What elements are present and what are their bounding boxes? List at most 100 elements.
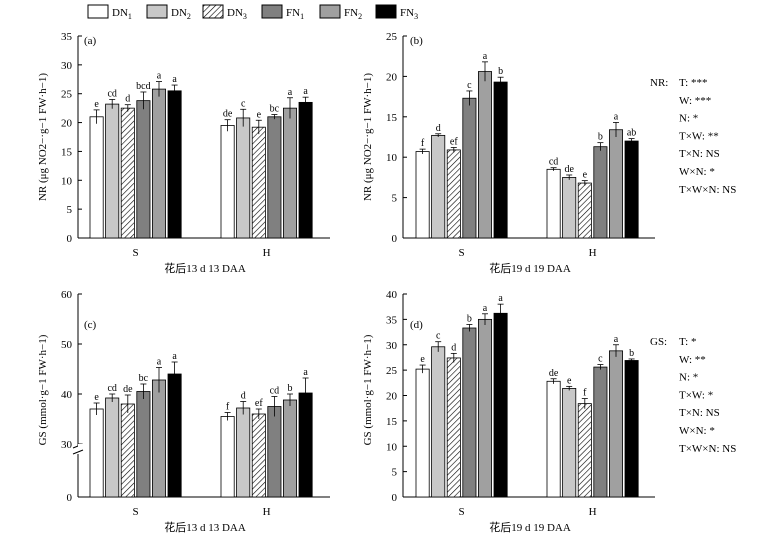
bar-fn2-s bbox=[151, 88, 166, 239]
bar-fn3-s bbox=[493, 81, 508, 239]
y-axis-label: NR (μg NO2−·g−1 FW·h−1) bbox=[37, 73, 49, 201]
significance-letter: b bbox=[467, 313, 472, 324]
legend: DN1 DN2 DN3 FN1 FN2 FN3 bbox=[87, 4, 418, 21]
bar-fn1-s bbox=[462, 327, 477, 498]
bar-fn2-s bbox=[477, 71, 492, 239]
x-axis-label: 花后13 d 13 DAA bbox=[164, 521, 246, 534]
stats-annotation: NR: T: *** W: *** N: * T×W: ** T×N: NS W×N: * T… bbox=[650, 77, 736, 196]
x-axis-label: 花后19 d 19 DAA bbox=[489, 262, 571, 275]
y-tick-label: 35 bbox=[386, 314, 398, 326]
significance-letter: c bbox=[436, 331, 441, 342]
y-tick-label: 20 bbox=[386, 391, 398, 403]
category-label: S bbox=[133, 506, 139, 518]
stats-line: W: *** bbox=[679, 95, 711, 107]
bar-dn2-h bbox=[562, 176, 577, 239]
legend-label: DN1 bbox=[112, 7, 132, 21]
significance-letter: b bbox=[598, 132, 603, 143]
significance-letter: cd bbox=[270, 386, 279, 397]
category-label: H bbox=[263, 506, 271, 518]
y-tick-label: 40 bbox=[61, 389, 73, 401]
category-label: H bbox=[263, 247, 271, 259]
bar-dn3-h bbox=[577, 182, 592, 239]
y-tick-label: 0 bbox=[67, 233, 73, 245]
panel-label: (d) bbox=[410, 319, 423, 331]
bar-dn2-h bbox=[562, 387, 577, 498]
y-tick-label: 30 bbox=[61, 439, 73, 451]
bar-dn3-s bbox=[446, 357, 461, 498]
bar-dn1-s bbox=[415, 151, 430, 239]
bar-fn2-s bbox=[477, 318, 492, 498]
significance-letter: a bbox=[157, 357, 162, 368]
y-tick-label: 0 bbox=[392, 233, 398, 245]
bar-fn1-s bbox=[136, 391, 151, 498]
significance-letter: e bbox=[94, 392, 99, 403]
significance-letter: ef bbox=[450, 137, 458, 148]
axis-break-mark bbox=[72, 449, 84, 455]
significance-letter: a bbox=[483, 303, 488, 314]
stats-line: T×W: * bbox=[679, 389, 713, 401]
significance-letter: a bbox=[303, 367, 308, 378]
legend-item-fn2: FN2 bbox=[319, 4, 362, 21]
legend-item-dn1: DN1 bbox=[87, 4, 132, 21]
bar-fn2-h bbox=[282, 399, 297, 498]
bar-fn1-h bbox=[593, 366, 608, 498]
bar-dn1-h bbox=[546, 168, 561, 239]
stats-line: W×N: * bbox=[679, 166, 715, 178]
significance-letter: b bbox=[498, 66, 503, 77]
stats-line: T×W×N: NS bbox=[679, 443, 736, 455]
bar-fn1-s bbox=[462, 97, 477, 239]
significance-letter: d bbox=[451, 342, 456, 353]
category-label: S bbox=[459, 247, 465, 259]
significance-letter: a bbox=[498, 293, 503, 304]
significance-letter: e bbox=[583, 170, 588, 181]
legend-label: FN1 bbox=[286, 7, 304, 21]
category-label: S bbox=[133, 247, 139, 259]
legend-swatch bbox=[375, 4, 397, 19]
legend-swatch bbox=[202, 4, 224, 19]
significance-letter: b bbox=[288, 383, 293, 394]
significance-letter: de bbox=[549, 368, 559, 379]
bar-fn3-s bbox=[167, 90, 182, 239]
bar-fn2-h bbox=[282, 107, 297, 239]
significance-letter: e bbox=[420, 354, 425, 365]
legend-label: FN2 bbox=[344, 7, 362, 21]
legend-label: DN3 bbox=[227, 7, 247, 21]
significance-letter: f bbox=[226, 402, 230, 413]
bar-dn3-h bbox=[577, 403, 592, 498]
bar-dn1-h bbox=[220, 125, 235, 239]
significance-letter: f bbox=[421, 138, 425, 149]
bar-fn2-h bbox=[609, 350, 624, 498]
bar-fn3-s bbox=[493, 312, 508, 498]
bar-fn1-h bbox=[267, 406, 282, 498]
bar-dn3-h bbox=[251, 126, 266, 239]
y-tick-label: 25 bbox=[61, 89, 73, 101]
bar-dn3-s bbox=[446, 149, 461, 239]
panel-label: (c) bbox=[84, 319, 97, 331]
significance-letter: d bbox=[436, 123, 441, 134]
legend-swatch bbox=[87, 4, 109, 19]
significance-letter: a bbox=[288, 87, 293, 98]
bar-dn1-h bbox=[220, 416, 235, 498]
legend-item-fn1: FN1 bbox=[261, 4, 304, 21]
significance-letter: a bbox=[303, 86, 308, 97]
stats-line: T×W×N: NS bbox=[679, 184, 736, 196]
stats-line: T: *** bbox=[679, 77, 707, 89]
y-tick-label: 5 bbox=[392, 193, 398, 205]
y-tick-label: 40 bbox=[386, 289, 398, 301]
significance-letter: c bbox=[241, 98, 246, 109]
bar-dn3-s bbox=[120, 107, 135, 239]
bar-dn1-s bbox=[89, 116, 104, 239]
significance-letter: cd bbox=[107, 383, 116, 394]
bar-dn3-h bbox=[251, 413, 266, 498]
significance-letter: cd bbox=[549, 157, 558, 168]
bar-fn1-h bbox=[593, 146, 608, 239]
bar-dn2-h bbox=[236, 117, 251, 239]
bar-dn1-s bbox=[415, 368, 430, 498]
legend-item-dn2: DN2 bbox=[146, 4, 191, 21]
bar-dn1-h bbox=[546, 380, 561, 498]
bar-fn3-h bbox=[298, 392, 313, 498]
y-tick-label: 10 bbox=[386, 152, 398, 164]
